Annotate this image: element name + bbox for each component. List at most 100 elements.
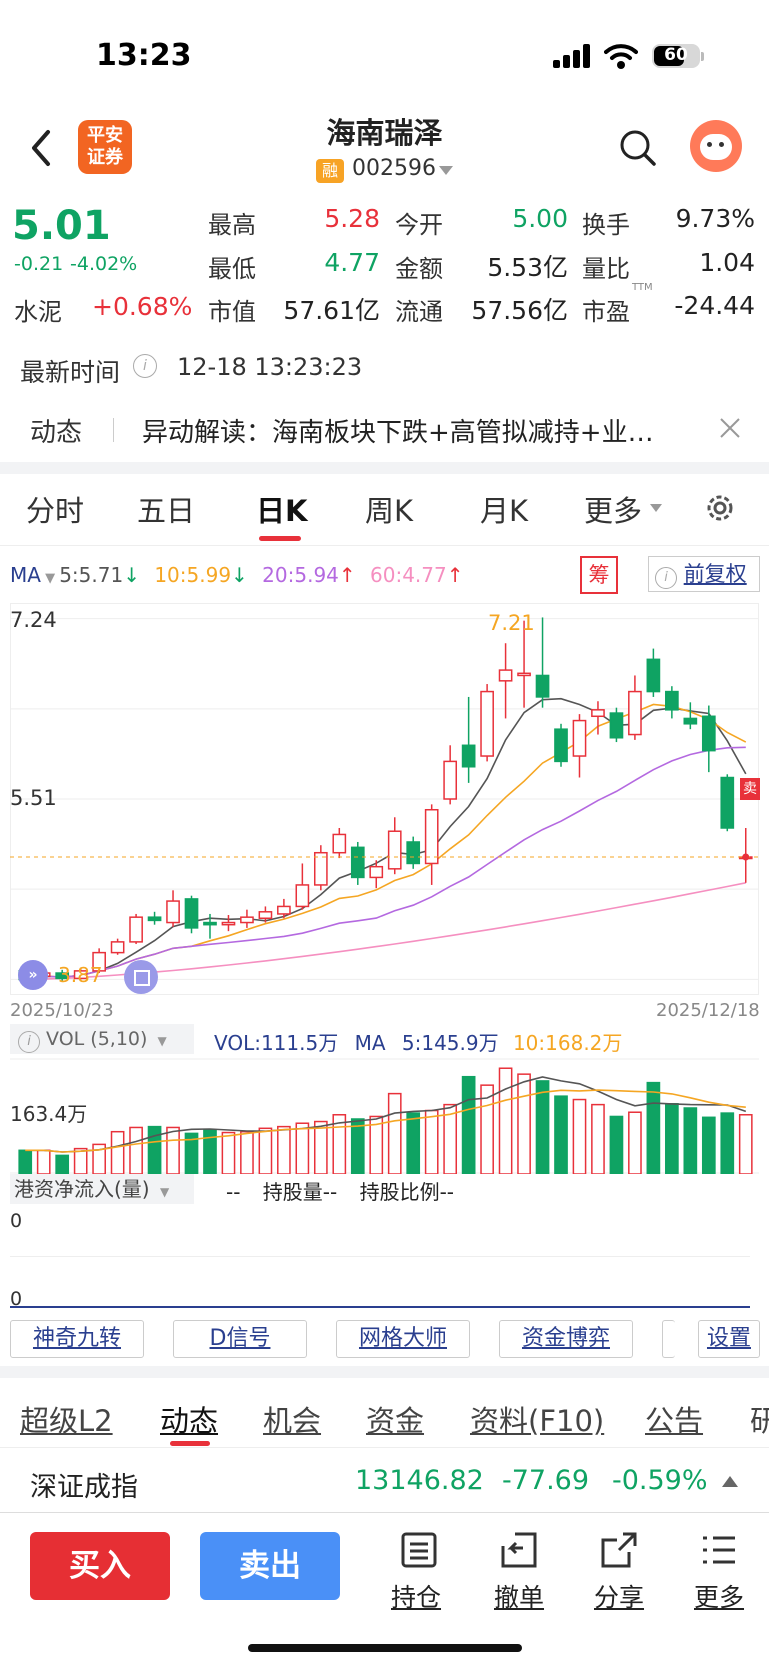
tab-opportunity[interactable]: 机会 <box>263 1404 322 1438</box>
volume-bar <box>166 1126 180 1174</box>
tab-announcement[interactable]: 公告 <box>645 1404 704 1438</box>
tab-monthly-k[interactable]: 月K <box>480 494 529 528</box>
tab-super-l2[interactable]: 超级L2 <box>20 1404 113 1438</box>
candle-body <box>701 715 716 752</box>
ma5-line <box>25 697 747 981</box>
tool-grid-master[interactable]: 网格大师 <box>336 1320 470 1358</box>
expand-icon[interactable] <box>124 960 158 994</box>
chevron-up-icon[interactable] <box>721 1474 739 1488</box>
tab-f10[interactable]: 资料(F10) <box>470 1404 605 1438</box>
volume-bar <box>738 1114 753 1174</box>
tool-d-signal[interactable]: D信号 <box>173 1320 307 1358</box>
volume-bar <box>609 1115 624 1174</box>
last-price-dot <box>742 853 750 861</box>
index-name[interactable]: 深证成指 <box>30 1472 138 1503</box>
stock-code[interactable]: 002596 <box>352 156 436 181</box>
candle-body <box>166 900 180 924</box>
tool-partial[interactable] <box>662 1320 675 1358</box>
share-icon[interactable] <box>599 1530 639 1570</box>
buy-button[interactable]: 买入 <box>30 1532 170 1600</box>
volume-bar <box>55 1154 70 1174</box>
news-headline[interactable]: 异动解读：海南板块下跌+高管拟减持+业… <box>142 418 654 448</box>
volume-bar <box>73 1147 88 1174</box>
cancel-order-icon[interactable] <box>499 1530 539 1570</box>
avatar-icon[interactable] <box>690 120 742 172</box>
tab-news[interactable]: 动态 <box>160 1404 219 1438</box>
status-time: 13:23 <box>96 38 192 73</box>
tool-nine-turns[interactable]: 神奇九转 <box>10 1320 144 1358</box>
chip-button[interactable]: 筹 <box>580 556 618 594</box>
tab-intraday[interactable]: 分时 <box>26 494 85 528</box>
candle-body <box>572 719 587 757</box>
volume-bar <box>665 1103 679 1174</box>
candle-body <box>591 709 605 718</box>
tab-daily-k[interactable]: 日K <box>256 494 308 528</box>
vol-ma10-line <box>25 1089 746 1153</box>
quote-value: 5.53亿 <box>487 253 568 282</box>
battery-tip <box>701 52 704 61</box>
volume-bar <box>406 1112 421 1174</box>
chevron-down-icon[interactable] <box>649 503 663 513</box>
volume-bar <box>591 1103 605 1174</box>
update-time: 12-18 13:23:23 <box>177 353 363 381</box>
gear-icon[interactable] <box>702 490 738 526</box>
more-menu-icon[interactable] <box>699 1530 739 1570</box>
volume-bar <box>387 1092 402 1174</box>
tab-weekly-k[interactable]: 周K <box>365 494 414 528</box>
adjust-button[interactable]: i 前复权 <box>648 556 760 592</box>
cancel-order-label[interactable]: 撤单 <box>494 1583 545 1612</box>
wifi-icon <box>604 44 638 69</box>
volume-bar <box>646 1081 661 1174</box>
more-label[interactable]: 更多 <box>694 1583 745 1612</box>
holdings-icon[interactable] <box>399 1530 439 1570</box>
close-icon[interactable] <box>718 416 742 440</box>
tab-funds[interactable]: 资金 <box>366 1404 425 1438</box>
volume-bar <box>258 1127 273 1174</box>
share-label[interactable]: 分享 <box>594 1583 645 1612</box>
tab-more[interactable]: 更多 <box>584 494 643 528</box>
volume-bar <box>701 1116 716 1174</box>
home-indicator <box>248 1644 522 1652</box>
dropdown-caret-icon[interactable] <box>438 164 454 176</box>
candle-body <box>498 669 513 682</box>
ma-label[interactable]: MA <box>10 563 41 587</box>
divider <box>0 1447 769 1448</box>
candle-body <box>646 658 661 693</box>
search-icon[interactable] <box>618 128 658 168</box>
settings-button[interactable]: 设置 <box>698 1320 760 1358</box>
volume-chart[interactable] <box>10 1058 759 1174</box>
signal-icon <box>553 44 593 68</box>
tool-fund-game[interactable]: 资金博弈 <box>499 1320 633 1358</box>
sector-name[interactable]: 水泥 <box>14 298 62 326</box>
info-icon: i <box>18 1031 40 1053</box>
x-start-date: 2025/10/23 <box>10 1000 114 1021</box>
max-price-label: 7.21 <box>488 611 535 635</box>
candle-body <box>129 916 143 943</box>
holdings-label[interactable]: 持仓 <box>391 1583 442 1612</box>
vol-indicator-select[interactable]: i VOL (5,10) ▼ <box>10 1024 194 1054</box>
hk-ratio: 持股比例-- <box>359 1180 455 1204</box>
volume-bar <box>720 1112 735 1174</box>
volume-bar <box>572 1098 587 1174</box>
volume-bar <box>332 1114 347 1174</box>
vol-ma-label: MA <box>354 1031 386 1055</box>
quote-label: 市值 <box>208 298 256 326</box>
candle-body <box>73 970 88 980</box>
candle-body <box>55 972 70 980</box>
quote-label: 量比 <box>582 255 630 283</box>
sector-change: +0.68% <box>92 292 193 321</box>
vol-ma10: 10:168.2万 <box>512 1031 623 1055</box>
collapse-arrows-icon[interactable]: » <box>18 960 48 990</box>
vol-ma5: 5:145.9万 <box>401 1031 499 1055</box>
tab-research[interactable]: 研 <box>750 1404 769 1438</box>
tab-five-day[interactable]: 五日 <box>137 494 196 528</box>
hk-flow-select[interactable]: 港资净流入(量) ▼ <box>10 1174 194 1204</box>
quote-label: 今开 <box>395 211 443 239</box>
vol-value: VOL:111.5万 <box>214 1031 339 1055</box>
volume-bar <box>277 1125 291 1174</box>
back-arrow-icon[interactable] <box>26 128 56 168</box>
sell-button[interactable]: 卖出 <box>200 1532 340 1600</box>
info-icon[interactable]: i <box>133 354 157 378</box>
candlestick-chart[interactable] <box>10 603 759 995</box>
candle-body <box>387 830 402 870</box>
